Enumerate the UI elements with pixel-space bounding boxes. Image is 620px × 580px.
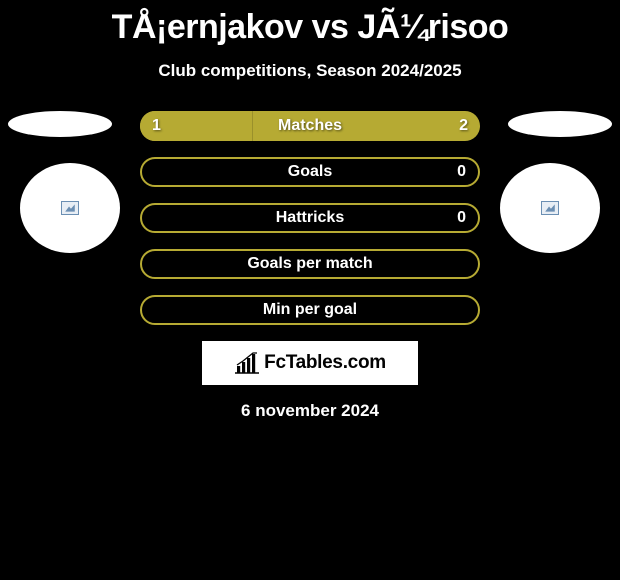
bar-chart-icon [234,352,260,374]
stat-row: Goals0 [140,157,480,187]
subtitle: Club competitions, Season 2024/2025 [0,61,620,81]
stat-row: Hattricks0 [140,203,480,233]
stat-label: Hattricks [142,209,478,227]
image-placeholder-icon [541,201,559,215]
stat-value-left: 1 [152,117,161,135]
team-left-badge [20,163,120,253]
stat-label: Min per goal [142,301,478,319]
player-right-marker [508,111,612,137]
brand-badge[interactable]: FcTables.com [202,341,418,385]
stat-value-right: 0 [457,209,466,227]
stat-label: Matches [140,117,480,135]
page-title: TÅ¡ernjakov vs JÃ¼risoo [0,0,620,47]
player-left-marker [8,111,112,137]
date-label: 6 november 2024 [0,401,620,421]
brand-text: FcTables.com [264,352,386,374]
image-placeholder-icon [61,201,79,215]
stat-row: Min per goal [140,295,480,325]
comparison-content: Matches12Goals0Hattricks0Goals per match… [0,111,620,421]
stat-value-right: 2 [459,117,468,135]
stat-value-right: 0 [457,163,466,181]
stat-label: Goals [142,163,478,181]
stat-row: Goals per match [140,249,480,279]
stat-label: Goals per match [142,255,478,273]
stat-bars: Matches12Goals0Hattricks0Goals per match… [140,111,480,325]
team-right-badge [500,163,600,253]
stat-row: Matches1 2 [140,111,480,141]
